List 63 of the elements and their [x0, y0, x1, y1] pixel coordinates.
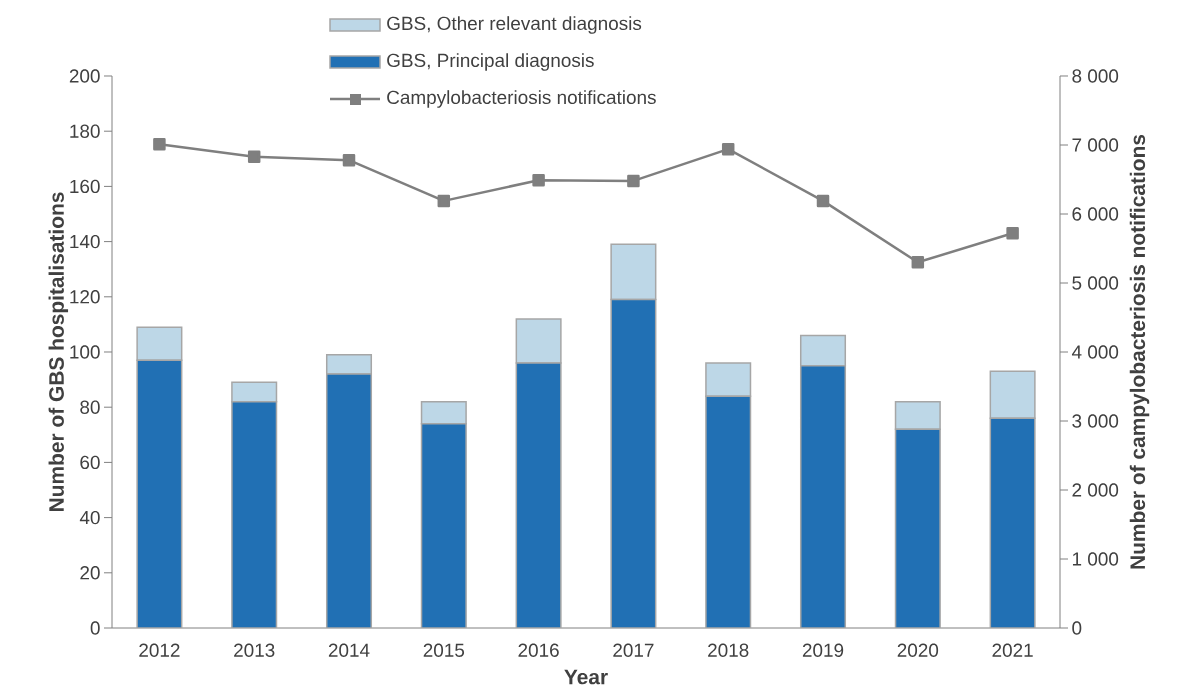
- point: [911, 256, 925, 269]
- point: [437, 194, 451, 208]
- bar: [610, 298, 657, 628]
- x-tick-label: 2019: [802, 643, 844, 657]
- y2-tick-label: 4 000: [1071, 345, 1119, 359]
- x-tick-label: 2021: [992, 643, 1033, 657]
- y-tick-label: 20: [80, 566, 100, 580]
- bar: [515, 318, 562, 364]
- x-tick-label: 2018: [708, 643, 749, 657]
- y-tick-label: 140: [70, 234, 100, 249]
- y2-tick-label: 8 000: [1072, 69, 1119, 83]
- bar: [705, 395, 752, 628]
- y2-tick-label: 1 000: [1072, 552, 1119, 566]
- legend-label: Campylobacteriosis notifications: [387, 90, 656, 108]
- point: [721, 142, 735, 156]
- point: [342, 153, 356, 167]
- point: [247, 150, 261, 163]
- point: [627, 174, 640, 188]
- bar: [325, 354, 373, 375]
- legend-label: GBS, Principal diagnosis: [387, 53, 594, 71]
- y-tick-label: 80: [80, 400, 100, 414]
- point: [816, 194, 830, 208]
- legend-label: GBS, Other relevant diagnosis: [387, 16, 642, 34]
- bar: [894, 400, 941, 431]
- bar: [136, 359, 183, 628]
- y2-tick-label: 0: [1072, 621, 1082, 635]
- x-tick-label: 2020: [897, 643, 939, 657]
- point: [153, 138, 166, 151]
- bar: [894, 428, 941, 628]
- y2-tick-label: 7 000: [1072, 138, 1119, 152]
- x-tick-label: 2012: [139, 643, 180, 657]
- bar: [231, 381, 278, 403]
- bar: [420, 423, 467, 628]
- y-tick-label: 40: [79, 510, 100, 525]
- bar: [799, 334, 847, 367]
- y-tick-label: 160: [70, 179, 100, 194]
- y2-tick-label: 6 000: [1072, 207, 1119, 221]
- y-tick-label: 120: [70, 290, 100, 304]
- bar: [420, 400, 467, 425]
- x-tick-label: 2015: [423, 643, 465, 657]
- bar: [799, 365, 847, 628]
- x-tick-label: 2014: [328, 643, 370, 657]
- x-tick-label: 2013: [234, 643, 275, 657]
- y2-tick-label: 5 000: [1072, 276, 1119, 290]
- point: [1006, 227, 1019, 240]
- y-tick-label: 60: [80, 455, 100, 470]
- y2-axis-title: Number of campylobacteriosis notifications: [1129, 134, 1150, 569]
- y-tick-label: 200: [69, 69, 100, 83]
- y-tick-label: 0: [90, 621, 100, 635]
- y-tick-label: 100: [70, 345, 100, 359]
- y2-tick-label: 3 000: [1072, 414, 1119, 428]
- x-tick-label: 2016: [518, 643, 559, 657]
- point: [532, 173, 545, 187]
- y2-tick-label: 2 000: [1072, 483, 1119, 497]
- bar: [231, 400, 278, 628]
- bar: [705, 362, 752, 397]
- x-tick-label: 2017: [613, 643, 654, 657]
- bar: [989, 417, 1036, 628]
- bar: [515, 362, 562, 628]
- bar: [325, 373, 373, 628]
- y-axis-title: Number of GBS hospitalisations: [48, 192, 69, 512]
- x-axis-title: Year: [564, 669, 608, 685]
- y-tick-label: 180: [70, 124, 100, 138]
